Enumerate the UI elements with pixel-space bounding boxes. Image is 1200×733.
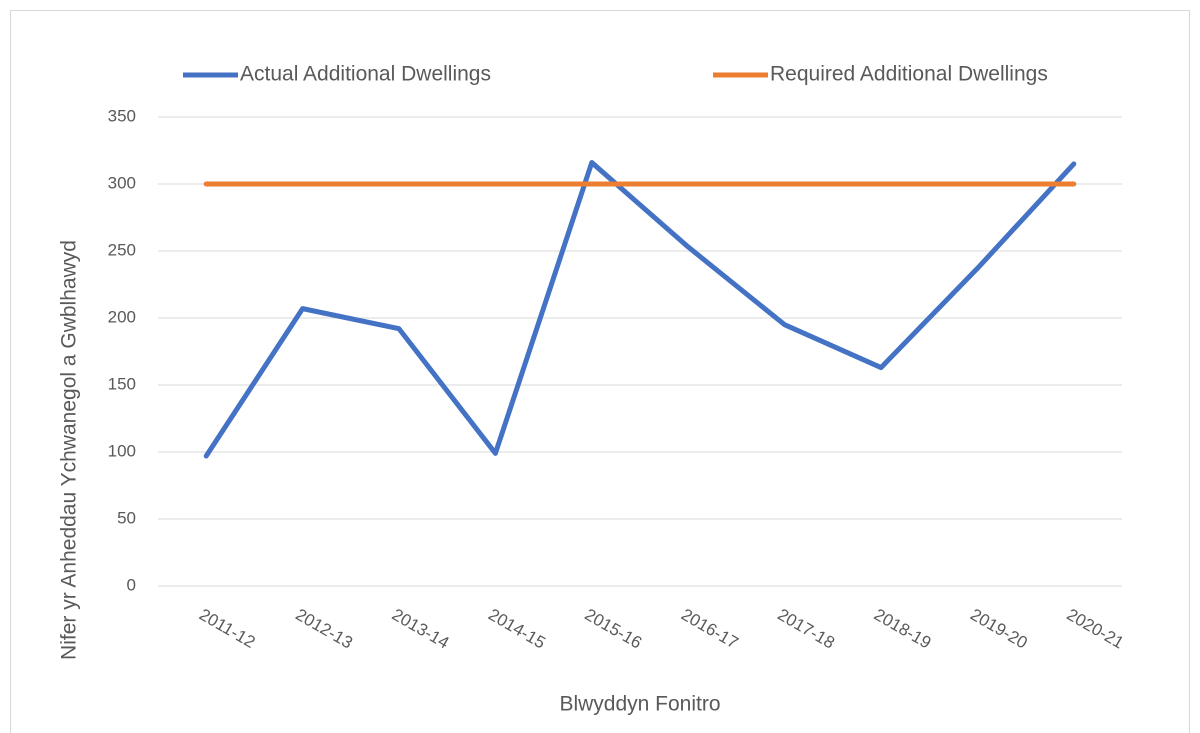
data-line	[203, 160, 1077, 459]
y-tick-label: 250	[108, 240, 136, 259]
x-tick-label: 2012-13	[292, 605, 356, 653]
x-tick-label: 2016-17	[678, 605, 742, 653]
y-tick-label: 300	[108, 173, 136, 192]
y-tick-label: 200	[108, 307, 136, 326]
y-tick-label: 0	[127, 575, 136, 594]
x-tick-label: 2018-19	[871, 605, 935, 653]
y-tick-label: 150	[108, 374, 136, 393]
y-tick-label: 100	[108, 441, 136, 460]
x-tick-label: 2014-15	[485, 605, 549, 653]
y-axis-title: Nifer yr Anheddau Ychwanegol a Gwblhawyd	[58, 240, 81, 660]
x-tick-label: 2017-18	[774, 605, 838, 653]
x-tick-label: 2013-14	[389, 605, 453, 653]
chart-border	[10, 10, 1190, 733]
legend-label: Actual Additional Dwellings	[240, 63, 491, 86]
y-tick-label: 50	[117, 508, 136, 527]
x-tick-label: 2019-20	[967, 605, 1031, 653]
x-tick-label: 2015-16	[582, 605, 646, 653]
x-tick-label: 2011-12	[196, 605, 258, 652]
y-tick-label: 350	[108, 106, 136, 125]
legend-label: Required Additional Dwellings	[770, 63, 1048, 86]
x-axis-title: Blwyddyn Fonitro	[559, 693, 720, 716]
x-tick-label: 2020-21	[1064, 605, 1128, 653]
